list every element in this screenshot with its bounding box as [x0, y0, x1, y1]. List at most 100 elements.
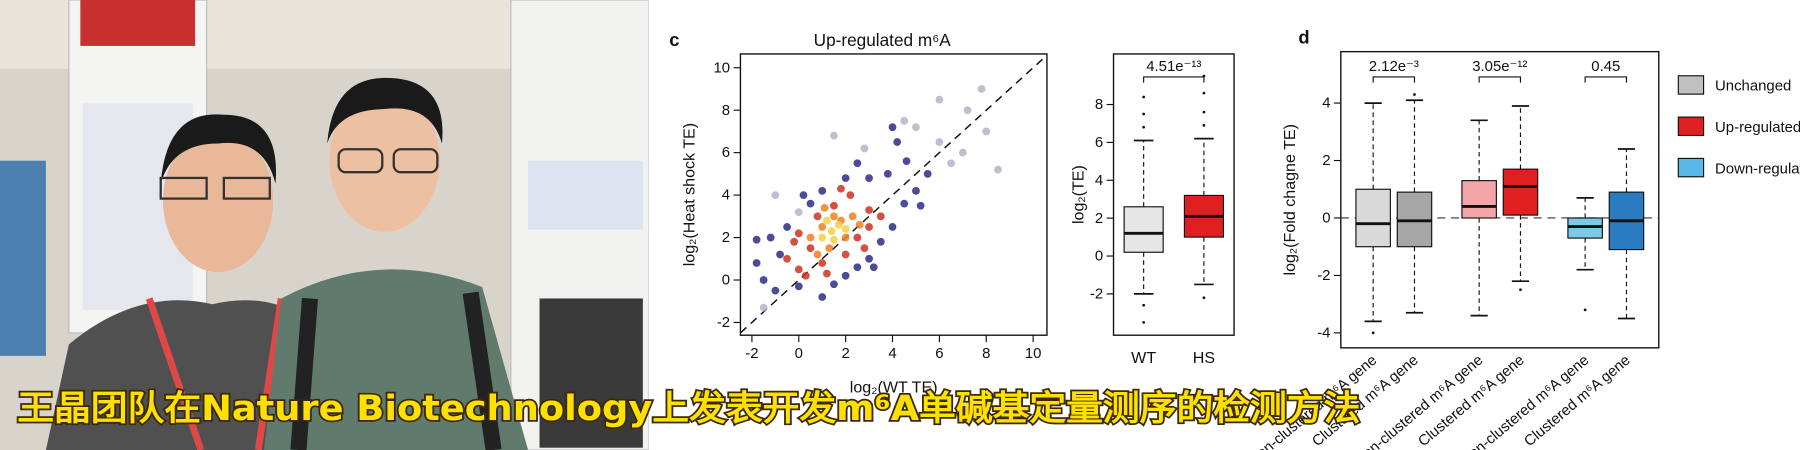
- y-tick-label: -2: [717, 314, 730, 331]
- legend-swatch: [1677, 116, 1705, 137]
- point: [923, 169, 932, 178]
- point: [853, 159, 862, 168]
- point: [848, 212, 857, 221]
- legend-label: Up-regulated: [1715, 119, 1800, 136]
- outlier: [1202, 91, 1206, 95]
- box: [1567, 217, 1603, 239]
- box: [1355, 188, 1391, 248]
- point: [865, 174, 873, 183]
- point: [783, 254, 791, 263]
- point: [853, 233, 862, 242]
- point: [794, 229, 803, 238]
- point: [841, 271, 850, 280]
- point: [900, 116, 909, 125]
- x-tick-label: 8: [982, 345, 990, 362]
- point: [837, 184, 845, 193]
- point: [876, 237, 885, 246]
- point: [759, 276, 768, 284]
- annotation: 4.51e⁻¹³: [1146, 58, 1201, 75]
- legend-swatch: [1677, 75, 1705, 95]
- point: [830, 201, 838, 210]
- point: [818, 186, 827, 195]
- outlier: [1519, 288, 1522, 292]
- legend-swatch: [1677, 157, 1705, 178]
- point: [766, 233, 775, 242]
- point: [893, 138, 902, 146]
- outlier: [1142, 112, 1146, 116]
- outlier: [1142, 95, 1146, 99]
- point: [841, 174, 850, 183]
- point: [947, 159, 956, 168]
- point: [853, 263, 862, 272]
- point: [830, 212, 838, 221]
- point: [834, 220, 843, 229]
- panel-label: c: [669, 29, 679, 50]
- point: [860, 244, 869, 253]
- point: [994, 165, 1002, 174]
- point: [846, 191, 855, 200]
- point: [958, 148, 967, 157]
- y-axis-label: log₂(TE): [1070, 165, 1088, 224]
- y-tick-label: 2: [1322, 152, 1330, 169]
- point: [813, 250, 822, 259]
- y-tick-label: 4: [722, 187, 730, 204]
- point: [813, 212, 822, 221]
- chart-title: Up-regulated m⁶A: [814, 30, 952, 50]
- point: [916, 201, 925, 210]
- point: [830, 235, 838, 244]
- point: [818, 223, 827, 231]
- y-tick-label: 4: [1095, 172, 1103, 189]
- point: [825, 244, 834, 253]
- x-tick-label: 0: [795, 345, 803, 362]
- point: [935, 138, 944, 146]
- y-tick-label: 4: [1322, 95, 1330, 112]
- y-tick-label: 6: [1095, 134, 1103, 151]
- y-axis-label: log₂(Fold chagne TE): [1281, 124, 1299, 275]
- point: [806, 244, 815, 253]
- y-tick-label: 10: [714, 59, 731, 76]
- y-tick-label: 8: [1095, 96, 1103, 113]
- x-tick-label: -2: [745, 345, 758, 362]
- y-tick-label: -4: [1317, 324, 1330, 341]
- bracket: [1584, 76, 1628, 83]
- plot-frame: [1112, 53, 1235, 336]
- point: [776, 250, 784, 259]
- point: [977, 85, 986, 93]
- y-tick-label: 8: [722, 102, 730, 119]
- annotation: 3.05e⁻¹²: [1472, 58, 1527, 75]
- y-tick-label: 0: [1322, 210, 1330, 227]
- legend-label: Unchanged: [1715, 78, 1791, 95]
- box: [1123, 206, 1164, 253]
- point: [869, 263, 878, 272]
- point: [902, 157, 911, 166]
- y-tick-label: -2: [1317, 267, 1330, 284]
- point: [982, 127, 991, 136]
- bracket: [1143, 76, 1205, 83]
- outlier: [1202, 296, 1206, 300]
- point: [820, 203, 829, 212]
- point: [827, 227, 836, 236]
- point: [801, 271, 810, 280]
- box: [1461, 180, 1497, 219]
- box: [1396, 191, 1433, 248]
- point: [860, 144, 869, 153]
- outlier: [1142, 320, 1146, 324]
- point: [865, 254, 873, 263]
- outlier: [1202, 123, 1206, 127]
- x-tick-label: 2: [841, 345, 849, 362]
- point: [759, 303, 768, 312]
- point: [771, 191, 780, 200]
- point: [963, 106, 972, 115]
- outlier: [1371, 331, 1375, 335]
- bracket: [1372, 76, 1416, 83]
- box: [1502, 168, 1539, 216]
- point: [771, 286, 780, 295]
- diagonal: [739, 54, 1048, 334]
- point: [841, 233, 850, 242]
- bracket: [1478, 76, 1522, 83]
- banner-caption: 王晶团队在Nature Biotechnology上发表开发m⁶A单碱基定量测序…: [17, 389, 1360, 429]
- point: [876, 212, 885, 221]
- x-tick-label: 4: [888, 345, 896, 362]
- point: [912, 186, 920, 195]
